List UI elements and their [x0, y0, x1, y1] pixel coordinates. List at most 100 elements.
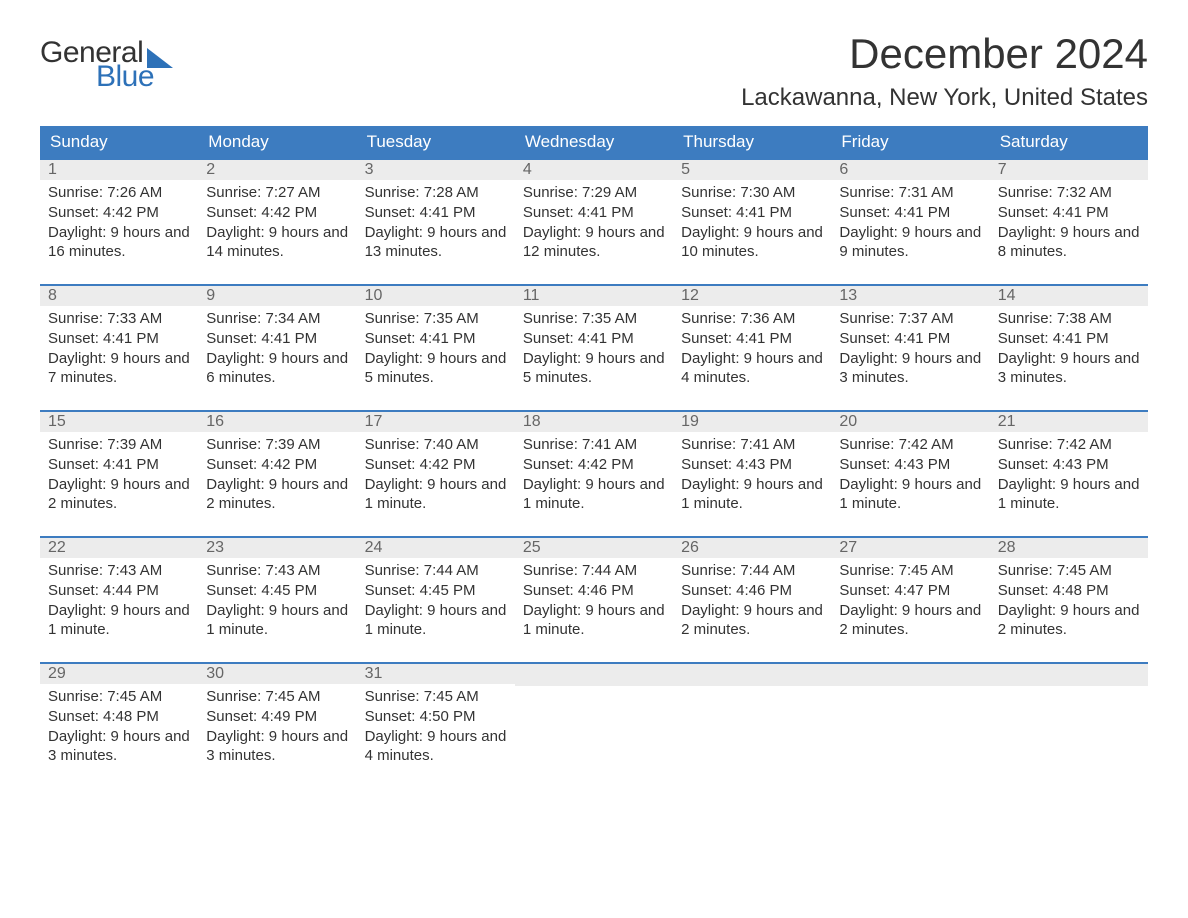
day-cell: 7Sunrise: 7:32 AMSunset: 4:41 PMDaylight…: [990, 160, 1148, 270]
sunset-text: Sunset: 4:41 PM: [998, 329, 1140, 349]
day-body: Sunrise: 7:41 AMSunset: 4:43 PMDaylight:…: [673, 432, 831, 520]
day-number: 30: [198, 664, 356, 684]
daylight-text: Daylight: 9 hours and 1 minute.: [839, 475, 981, 515]
sunset-text: Sunset: 4:48 PM: [998, 581, 1140, 601]
day-body: Sunrise: 7:39 AMSunset: 4:42 PMDaylight:…: [198, 432, 356, 520]
day-cell: 11Sunrise: 7:35 AMSunset: 4:41 PMDayligh…: [515, 286, 673, 396]
day-number: 16: [198, 412, 356, 432]
day-body: Sunrise: 7:36 AMSunset: 4:41 PMDaylight:…: [673, 306, 831, 394]
day-number: 28: [990, 538, 1148, 558]
sunrise-text: Sunrise: 7:45 AM: [998, 561, 1140, 581]
day-body: Sunrise: 7:33 AMSunset: 4:41 PMDaylight:…: [40, 306, 198, 394]
weekday-header: Saturday: [990, 126, 1148, 158]
sunrise-text: Sunrise: 7:44 AM: [365, 561, 507, 581]
daylight-text: Daylight: 9 hours and 9 minutes.: [839, 223, 981, 263]
day-cell: 9Sunrise: 7:34 AMSunset: 4:41 PMDaylight…: [198, 286, 356, 396]
logo: General Blue: [40, 30, 173, 94]
day-number: 26: [673, 538, 831, 558]
day-cell: 6Sunrise: 7:31 AMSunset: 4:41 PMDaylight…: [831, 160, 989, 270]
weekday-header: Tuesday: [357, 126, 515, 158]
daylight-text: Daylight: 9 hours and 2 minutes.: [839, 601, 981, 641]
day-cell: 18Sunrise: 7:41 AMSunset: 4:42 PMDayligh…: [515, 412, 673, 522]
day-number: 9: [198, 286, 356, 306]
day-body: Sunrise: 7:37 AMSunset: 4:41 PMDaylight:…: [831, 306, 989, 394]
daylight-text: Daylight: 9 hours and 1 minute.: [206, 601, 348, 641]
day-number: 13: [831, 286, 989, 306]
daylight-text: Daylight: 9 hours and 14 minutes.: [206, 223, 348, 263]
daylight-text: Daylight: 9 hours and 5 minutes.: [365, 349, 507, 389]
day-cell: 1Sunrise: 7:26 AMSunset: 4:42 PMDaylight…: [40, 160, 198, 270]
day-cell: 15Sunrise: 7:39 AMSunset: 4:41 PMDayligh…: [40, 412, 198, 522]
day-cell: 22Sunrise: 7:43 AMSunset: 4:44 PMDayligh…: [40, 538, 198, 648]
day-number: 6: [831, 160, 989, 180]
day-body: Sunrise: 7:45 AMSunset: 4:47 PMDaylight:…: [831, 558, 989, 646]
day-number: 31: [357, 664, 515, 684]
day-body: Sunrise: 7:34 AMSunset: 4:41 PMDaylight:…: [198, 306, 356, 394]
day-number: 20: [831, 412, 989, 432]
sunset-text: Sunset: 4:42 PM: [206, 203, 348, 223]
daylight-text: Daylight: 9 hours and 3 minutes.: [48, 727, 190, 767]
day-number: 27: [831, 538, 989, 558]
day-number: 1: [40, 160, 198, 180]
daylight-text: Daylight: 9 hours and 8 minutes.: [998, 223, 1140, 263]
sunrise-text: Sunrise: 7:27 AM: [206, 183, 348, 203]
sunrise-text: Sunrise: 7:29 AM: [523, 183, 665, 203]
day-body: Sunrise: 7:44 AMSunset: 4:45 PMDaylight:…: [357, 558, 515, 646]
sunset-text: Sunset: 4:45 PM: [365, 581, 507, 601]
sunrise-text: Sunrise: 7:35 AM: [523, 309, 665, 329]
sunrise-text: Sunrise: 7:34 AM: [206, 309, 348, 329]
sunset-text: Sunset: 4:42 PM: [523, 455, 665, 475]
sunrise-text: Sunrise: 7:35 AM: [365, 309, 507, 329]
week-row: 1Sunrise: 7:26 AMSunset: 4:42 PMDaylight…: [40, 158, 1148, 270]
daylight-text: Daylight: 9 hours and 1 minute.: [48, 601, 190, 641]
day-cell: [831, 664, 989, 774]
sunrise-text: Sunrise: 7:44 AM: [523, 561, 665, 581]
day-cell: 25Sunrise: 7:44 AMSunset: 4:46 PMDayligh…: [515, 538, 673, 648]
sunrise-text: Sunrise: 7:43 AM: [206, 561, 348, 581]
day-body: Sunrise: 7:29 AMSunset: 4:41 PMDaylight:…: [515, 180, 673, 268]
day-cell: 27Sunrise: 7:45 AMSunset: 4:47 PMDayligh…: [831, 538, 989, 648]
day-cell: 8Sunrise: 7:33 AMSunset: 4:41 PMDaylight…: [40, 286, 198, 396]
daylight-text: Daylight: 9 hours and 2 minutes.: [681, 601, 823, 641]
empty-day-header: [673, 664, 831, 686]
weeks-container: 1Sunrise: 7:26 AMSunset: 4:42 PMDaylight…: [40, 158, 1148, 774]
day-number: 14: [990, 286, 1148, 306]
day-body: Sunrise: 7:43 AMSunset: 4:44 PMDaylight:…: [40, 558, 198, 646]
day-cell: 21Sunrise: 7:42 AMSunset: 4:43 PMDayligh…: [990, 412, 1148, 522]
sunrise-text: Sunrise: 7:41 AM: [681, 435, 823, 455]
sunset-text: Sunset: 4:43 PM: [998, 455, 1140, 475]
weekday-header: Sunday: [40, 126, 198, 158]
day-cell: [990, 664, 1148, 774]
daylight-text: Daylight: 9 hours and 4 minutes.: [365, 727, 507, 767]
sunset-text: Sunset: 4:45 PM: [206, 581, 348, 601]
day-number: 25: [515, 538, 673, 558]
day-cell: 3Sunrise: 7:28 AMSunset: 4:41 PMDaylight…: [357, 160, 515, 270]
sunrise-text: Sunrise: 7:39 AM: [206, 435, 348, 455]
day-body: Sunrise: 7:35 AMSunset: 4:41 PMDaylight:…: [357, 306, 515, 394]
sunrise-text: Sunrise: 7:45 AM: [48, 687, 190, 707]
weekday-header-row: SundayMondayTuesdayWednesdayThursdayFrid…: [40, 126, 1148, 158]
sunset-text: Sunset: 4:50 PM: [365, 707, 507, 727]
day-number: 23: [198, 538, 356, 558]
sunset-text: Sunset: 4:41 PM: [48, 455, 190, 475]
day-body: Sunrise: 7:39 AMSunset: 4:41 PMDaylight:…: [40, 432, 198, 520]
sunset-text: Sunset: 4:44 PM: [48, 581, 190, 601]
daylight-text: Daylight: 9 hours and 5 minutes.: [523, 349, 665, 389]
week-row: 15Sunrise: 7:39 AMSunset: 4:41 PMDayligh…: [40, 410, 1148, 522]
day-body: Sunrise: 7:43 AMSunset: 4:45 PMDaylight:…: [198, 558, 356, 646]
day-body: Sunrise: 7:40 AMSunset: 4:42 PMDaylight:…: [357, 432, 515, 520]
week-row: 8Sunrise: 7:33 AMSunset: 4:41 PMDaylight…: [40, 284, 1148, 396]
title-block: December 2024 Lackawanna, New York, Unit…: [741, 30, 1148, 112]
day-cell: 4Sunrise: 7:29 AMSunset: 4:41 PMDaylight…: [515, 160, 673, 270]
day-number: 7: [990, 160, 1148, 180]
day-body: Sunrise: 7:42 AMSunset: 4:43 PMDaylight:…: [831, 432, 989, 520]
day-number: 11: [515, 286, 673, 306]
sunrise-text: Sunrise: 7:37 AM: [839, 309, 981, 329]
day-cell: 2 Sunrise: 7:27 AMSunset: 4:42 PMDaylight…: [198, 160, 356, 270]
day-body: Sunrise: 7:45 AMSunset: 4:49 PMDaylight:…: [198, 684, 356, 772]
sunset-text: Sunset: 4:49 PM: [206, 707, 348, 727]
day-number: 2: [198, 160, 356, 180]
daylight-text: Daylight: 9 hours and 1 minute.: [998, 475, 1140, 515]
day-cell: 30Sunrise: 7:45 AMSunset: 4:49 PMDayligh…: [198, 664, 356, 774]
sunrise-text: Sunrise: 7:45 AM: [365, 687, 507, 707]
